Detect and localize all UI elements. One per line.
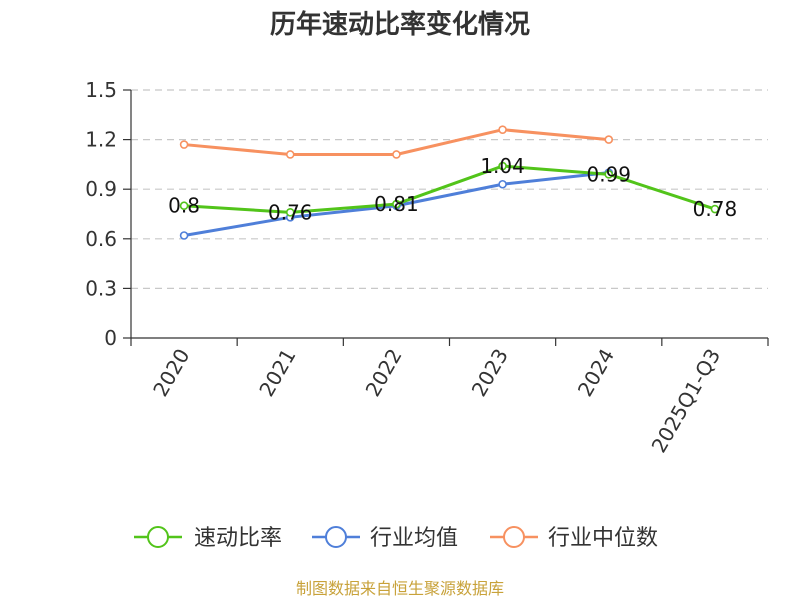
data-label: 0.81 [374, 192, 419, 216]
grid [131, 89, 768, 289]
y-tick-label: 1.2 [85, 128, 117, 152]
data-label: 0.99 [586, 162, 631, 186]
legend-item: 速动比率 [134, 526, 282, 551]
x-tick-label: 2024 [573, 345, 619, 401]
series-line [183, 164, 716, 214]
data-point [179, 201, 189, 211]
y-tick-label: 0 [104, 326, 117, 350]
legend-item: 行业均值 [312, 526, 458, 551]
legend: 速动比率 行业均值 行业中位数 [134, 526, 658, 551]
y-tick-label: 0.6 [85, 227, 117, 251]
source-note: 制图数据来自恒生聚源数据库 [296, 579, 504, 598]
legend-label: 速动比率 [194, 526, 282, 551]
data-point [179, 140, 189, 149]
legend-label: 行业均值 [370, 526, 458, 551]
x-tick-label: 2021 [254, 345, 300, 401]
x-tick-label: 2023 [467, 345, 513, 401]
y-tick-label: 0.9 [85, 177, 117, 201]
data-label: 0.8 [168, 194, 200, 218]
x-tick-label: 2025Q1-Q3 [647, 345, 726, 457]
data-point [604, 170, 614, 179]
data-label: 1.04 [480, 154, 525, 178]
legend-item: 行业中位数 [490, 526, 658, 551]
data-point [498, 161, 507, 171]
legend-marker [503, 526, 525, 548]
data-point [392, 150, 401, 159]
data-point [498, 179, 507, 189]
data-point [498, 125, 507, 134]
data-point [179, 231, 189, 240]
x-tick-label: 2020 [148, 345, 194, 401]
axes: 0 0.3 0.6 0.9 1.2 1.5 2020 2021 2022 2023 2024 2025… [85, 78, 769, 457]
y-tick-label: 1.5 [85, 78, 117, 102]
data-point [710, 204, 720, 214]
data-point [604, 135, 614, 144]
legend-marker [325, 526, 347, 548]
x-tick-label: 2022 [361, 345, 407, 401]
legend-label: 行业中位数 [548, 526, 658, 551]
legend-marker [147, 526, 169, 548]
data-labels: 0.8 0.76 0.81 1.04 0.99 0.78 [168, 154, 737, 224]
chart-title: 历年速动比率变化情况 [270, 9, 530, 40]
data-point [285, 208, 295, 217]
y-tick-label: 0.3 [85, 276, 117, 300]
data-label: 0.78 [693, 197, 738, 221]
series-lines [179, 125, 720, 240]
data-label: 0.76 [268, 200, 313, 224]
data-point [392, 199, 401, 209]
data-point [285, 150, 295, 159]
